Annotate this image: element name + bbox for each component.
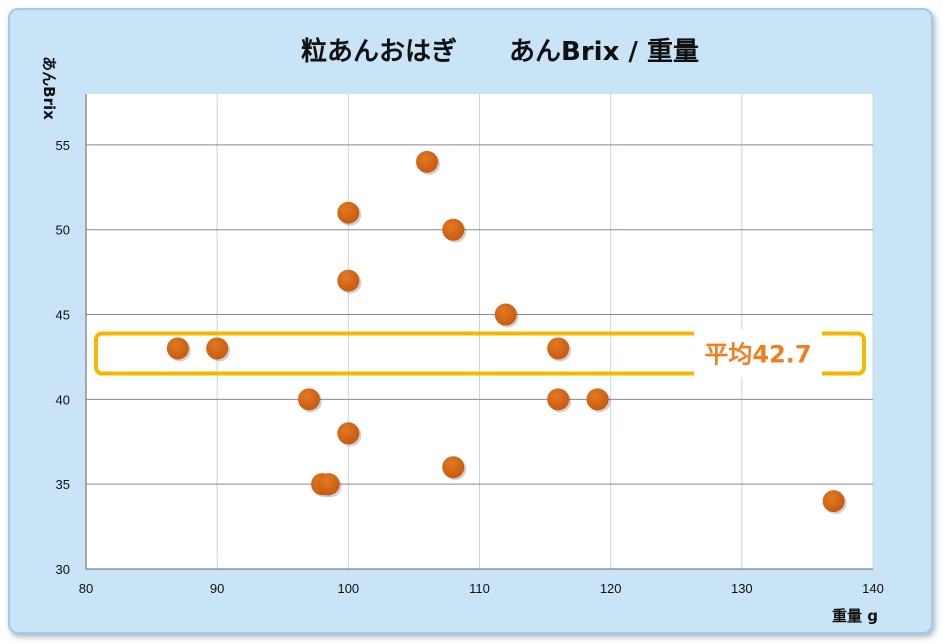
x-tick-label: 100 [337, 581, 359, 596]
x-tick-label: 120 [600, 581, 622, 596]
y-tick-label: 50 [56, 223, 70, 238]
y-tick-label: 55 [56, 138, 70, 153]
data-point [206, 337, 229, 360]
y-tick-label: 30 [56, 562, 70, 577]
chart-title: 粒あんおはぎ あんBrix / 重量 [301, 36, 699, 67]
y-tick-label: 40 [56, 392, 70, 407]
data-point [337, 201, 360, 224]
x-tick-label: 110 [469, 581, 490, 596]
y-axis-label: あんBrix [40, 56, 58, 120]
data-point [822, 490, 845, 513]
data-point [586, 388, 609, 411]
x-axis-label: 重量 g [832, 607, 878, 625]
average-label: 平均42.7 [704, 341, 811, 369]
x-tick-label: 130 [731, 581, 753, 596]
data-point [337, 269, 360, 292]
data-point [166, 337, 189, 360]
y-tick-label: 35 [56, 477, 70, 492]
data-point [494, 303, 517, 326]
data-point [442, 456, 465, 479]
x-tick-label: 80 [79, 581, 93, 596]
data-point [416, 150, 439, 173]
data-points [166, 150, 847, 515]
data-point [317, 473, 340, 496]
data-point [442, 218, 465, 241]
gridlines [85, 94, 874, 570]
y-tick-label: 45 [56, 308, 70, 323]
data-point [547, 388, 570, 411]
average-band: 平均42.7 [94, 329, 866, 378]
average-label-bg [694, 329, 822, 378]
data-point [337, 422, 360, 445]
x-tick-label: 90 [210, 581, 224, 596]
average-box [94, 331, 866, 376]
x-axis-ticks: 80 90 100 110 120 130 140 [79, 581, 884, 596]
x-tick-label: 140 [862, 581, 884, 596]
data-point [297, 388, 320, 411]
y-axis-ticks: 30 35 40 45 50 55 [56, 138, 70, 577]
data-point [547, 337, 570, 360]
